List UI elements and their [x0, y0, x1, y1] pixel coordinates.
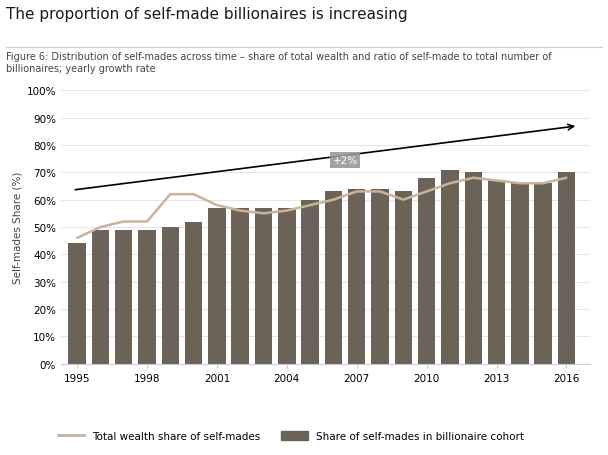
Bar: [395, 192, 412, 364]
Bar: [465, 173, 482, 364]
Y-axis label: Self-mades Share (%): Self-mades Share (%): [12, 172, 22, 283]
Bar: [278, 208, 295, 364]
Bar: [255, 208, 272, 364]
Bar: [208, 208, 226, 364]
Bar: [115, 230, 133, 364]
Bar: [325, 192, 342, 364]
Bar: [92, 230, 109, 364]
Bar: [185, 222, 202, 364]
Bar: [371, 189, 389, 364]
Bar: [302, 200, 319, 364]
Bar: [138, 230, 156, 364]
Bar: [162, 228, 179, 364]
Bar: [534, 184, 552, 364]
Bar: [348, 189, 365, 364]
Legend: Total wealth share of self-mades, Share of self-mades in billionaire cohort: Total wealth share of self-mades, Share …: [54, 427, 528, 445]
Bar: [488, 181, 505, 364]
Bar: [68, 244, 86, 364]
Text: +2%: +2%: [333, 156, 358, 166]
Bar: [418, 178, 435, 364]
Text: The proportion of self-made billionaires is increasing: The proportion of self-made billionaires…: [6, 7, 408, 22]
Text: Figure 6: Distribution of self-mades across time – share of total wealth and rat: Figure 6: Distribution of self-mades acr…: [6, 52, 551, 74]
Bar: [511, 184, 528, 364]
Bar: [441, 170, 458, 364]
Bar: [558, 173, 575, 364]
Bar: [232, 208, 249, 364]
